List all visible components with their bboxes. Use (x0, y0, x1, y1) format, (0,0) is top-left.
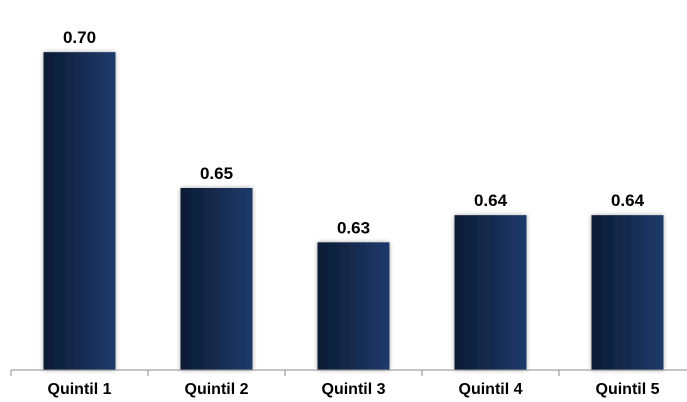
bar-1 (43, 52, 116, 371)
value-label-4: 0.64 (474, 191, 508, 210)
x-axis (10, 369, 687, 376)
value-label-2: 0.65 (200, 164, 233, 183)
category-label-2: Quintil 2 (185, 381, 249, 398)
bar-5 (591, 215, 664, 370)
category-label-1: Quintil 1 (48, 381, 112, 398)
category-label-4: Quintil 4 (459, 381, 523, 398)
value-label-3: 0.63 (337, 218, 370, 237)
value-label-1: 0.70 (63, 28, 96, 47)
category-label-5: Quintil 5 (596, 381, 660, 398)
value-label-5: 0.64 (611, 191, 645, 210)
value-labels: 0.70 0.65 0.63 0.64 0.64 (63, 28, 645, 237)
bar-2 (180, 187, 253, 370)
bar-4 (454, 215, 527, 370)
bars-layer (43, 52, 664, 371)
category-label-3: Quintil 3 (322, 381, 386, 398)
category-labels: Quintil 1 Quintil 2 Quintil 3 Quintil 4 Quin… (48, 381, 660, 398)
bar-3 (317, 242, 390, 370)
